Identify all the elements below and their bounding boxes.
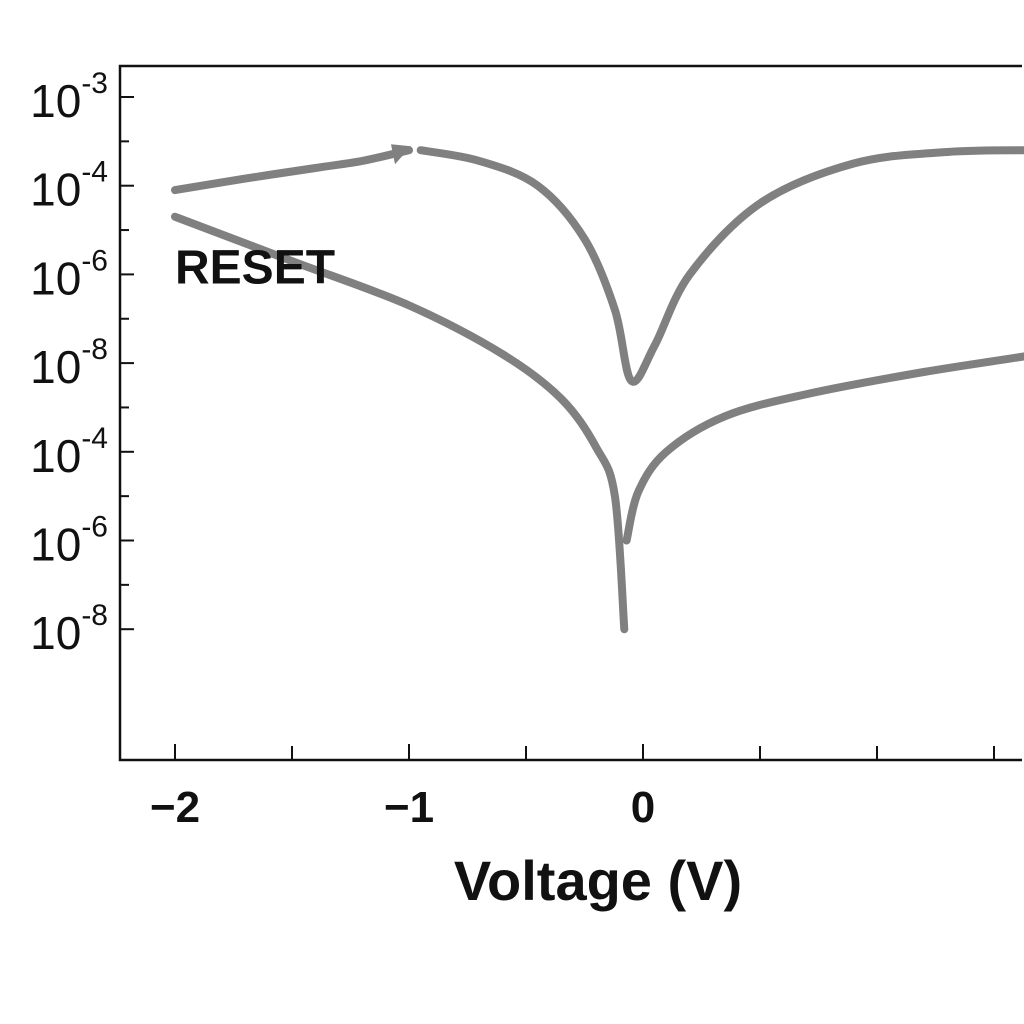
y-tick-label-base: 10 (30, 607, 81, 659)
reset-arrowhead (391, 144, 411, 165)
curve-low-resistance-branch (416, 146, 1024, 386)
curve-set-branch (622, 352, 1024, 545)
y-tick-label-base: 10 (30, 430, 81, 482)
x-tick-label: −1 (384, 783, 434, 832)
curve-reset-branch (171, 212, 629, 634)
y-tick-label: 10-4 (30, 422, 108, 482)
y-tick-label: 10-8 (30, 599, 108, 659)
y-tick-label-exponent: -6 (81, 244, 108, 277)
y-axis-ticks: 10-310-410-610-810-410-610-8 (30, 67, 134, 659)
plot-frame-border (118, 64, 1022, 762)
annotations: RESETSETTi/TaNX/Pt (175, 241, 335, 294)
y-tick-label-exponent: -8 (81, 333, 108, 366)
y-tick-label-exponent: -8 (81, 599, 108, 632)
annotation-reset: RESET (175, 241, 335, 294)
x-tick-label: 0 (631, 783, 655, 832)
y-tick-label-exponent: -4 (81, 422, 108, 455)
y-tick-label-base: 10 (30, 519, 81, 571)
plot-frame (118, 64, 1022, 762)
x-axis-label: Voltage (V) (454, 849, 742, 912)
y-tick-label: 10-4 (30, 156, 108, 216)
y-tick-label-base: 10 (30, 75, 81, 127)
y-tick-label: 10-3 (30, 67, 108, 127)
curve-reset-upper (171, 146, 413, 195)
y-tick-label-exponent: -3 (81, 67, 108, 100)
y-tick-label-base: 10 (30, 252, 81, 304)
y-tick-label: 10-8 (30, 333, 108, 393)
x-axis-ticks: −2−102 (150, 744, 995, 832)
y-tick-label: 10-6 (30, 511, 108, 571)
y-tick-label: 10-6 (30, 244, 108, 304)
y-tick-label-exponent: -4 (81, 156, 108, 189)
x-tick-label: −2 (150, 783, 200, 832)
y-tick-label-base: 10 (30, 164, 81, 216)
y-tick-label-base: 10 (30, 341, 81, 393)
iv-curves (171, 144, 1024, 634)
y-tick-label-exponent: -6 (81, 511, 108, 544)
